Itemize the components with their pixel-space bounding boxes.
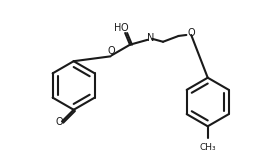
Text: O: O bbox=[120, 23, 128, 33]
Text: O: O bbox=[55, 117, 63, 127]
Text: H: H bbox=[114, 23, 121, 33]
Text: O: O bbox=[108, 47, 115, 56]
Text: N: N bbox=[147, 33, 154, 43]
Text: O: O bbox=[187, 28, 195, 38]
Text: CH₃: CH₃ bbox=[199, 143, 216, 152]
